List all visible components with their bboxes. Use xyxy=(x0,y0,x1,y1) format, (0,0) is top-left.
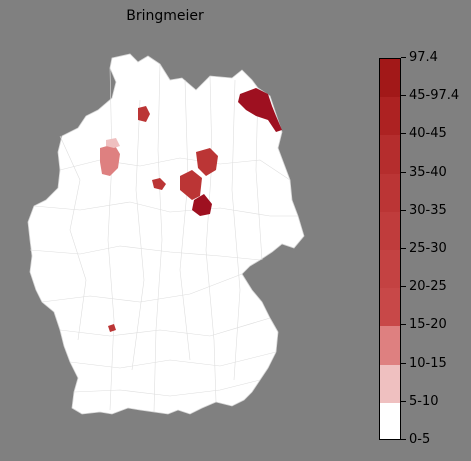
colorbar-tick-label: 10-15 xyxy=(409,355,447,371)
region-boerde xyxy=(180,170,202,200)
colorbar-segment xyxy=(380,135,400,174)
colorbar-tick xyxy=(401,248,406,249)
colorbar-tick xyxy=(401,133,406,135)
colorbar-segment xyxy=(380,250,400,289)
colorbar-segment xyxy=(380,364,400,403)
colorbar-tick-label: 30-35 xyxy=(409,202,447,218)
colorbar-segment xyxy=(380,326,400,365)
region-rotenburg xyxy=(138,106,150,122)
colorbar-tick xyxy=(401,362,406,364)
colorbar-tick xyxy=(401,286,406,288)
colorbar-tick xyxy=(401,324,406,326)
colorbar-tick-label: 25-30 xyxy=(409,241,447,256)
colorbar-segment xyxy=(380,211,400,250)
region-goslar xyxy=(152,178,166,190)
colorbar-tick-label: 15-20 xyxy=(409,317,447,333)
colorbar-tick-label: 45-97.4 xyxy=(409,88,460,104)
colorbar xyxy=(379,58,401,440)
colorbar-tick xyxy=(401,439,406,440)
region-karlsruhe xyxy=(108,324,116,332)
colorbar-tick-label: 97.4 xyxy=(409,50,438,65)
colorbar-tick-label: 40-45 xyxy=(409,126,447,142)
colorbar-segment xyxy=(380,402,400,439)
colorbar-segment xyxy=(380,288,400,327)
colorbar-tick xyxy=(401,171,406,173)
colorbar-tick-label: 35-40 xyxy=(409,164,447,180)
region-anhalt-bitterfeld xyxy=(192,194,212,216)
colorbar-tick xyxy=(401,400,406,402)
colorbar-segment xyxy=(380,97,400,136)
colorbar-segment xyxy=(380,59,400,98)
germany-map-svg xyxy=(27,53,305,415)
colorbar-tick xyxy=(401,209,406,211)
map-title: Bringmeier xyxy=(126,8,204,24)
colorbar-tick xyxy=(401,57,406,58)
region-osnabrueck xyxy=(100,144,120,176)
colorbar-tick xyxy=(401,95,406,97)
region-emsland xyxy=(106,138,120,148)
colorbar-tick-label: 5-10 xyxy=(409,393,439,409)
highlighted-districts xyxy=(100,88,282,332)
district-borders xyxy=(29,63,298,413)
colorbar-tick-label: 20-25 xyxy=(409,279,447,295)
colorbar-tick-label: 0-5 xyxy=(409,432,431,447)
region-vorpommern-greifswald xyxy=(238,88,282,132)
colorbar-segment xyxy=(380,173,400,212)
region-salzwedel xyxy=(196,148,218,176)
germany-outline xyxy=(27,53,305,415)
germany-map xyxy=(20,40,320,430)
